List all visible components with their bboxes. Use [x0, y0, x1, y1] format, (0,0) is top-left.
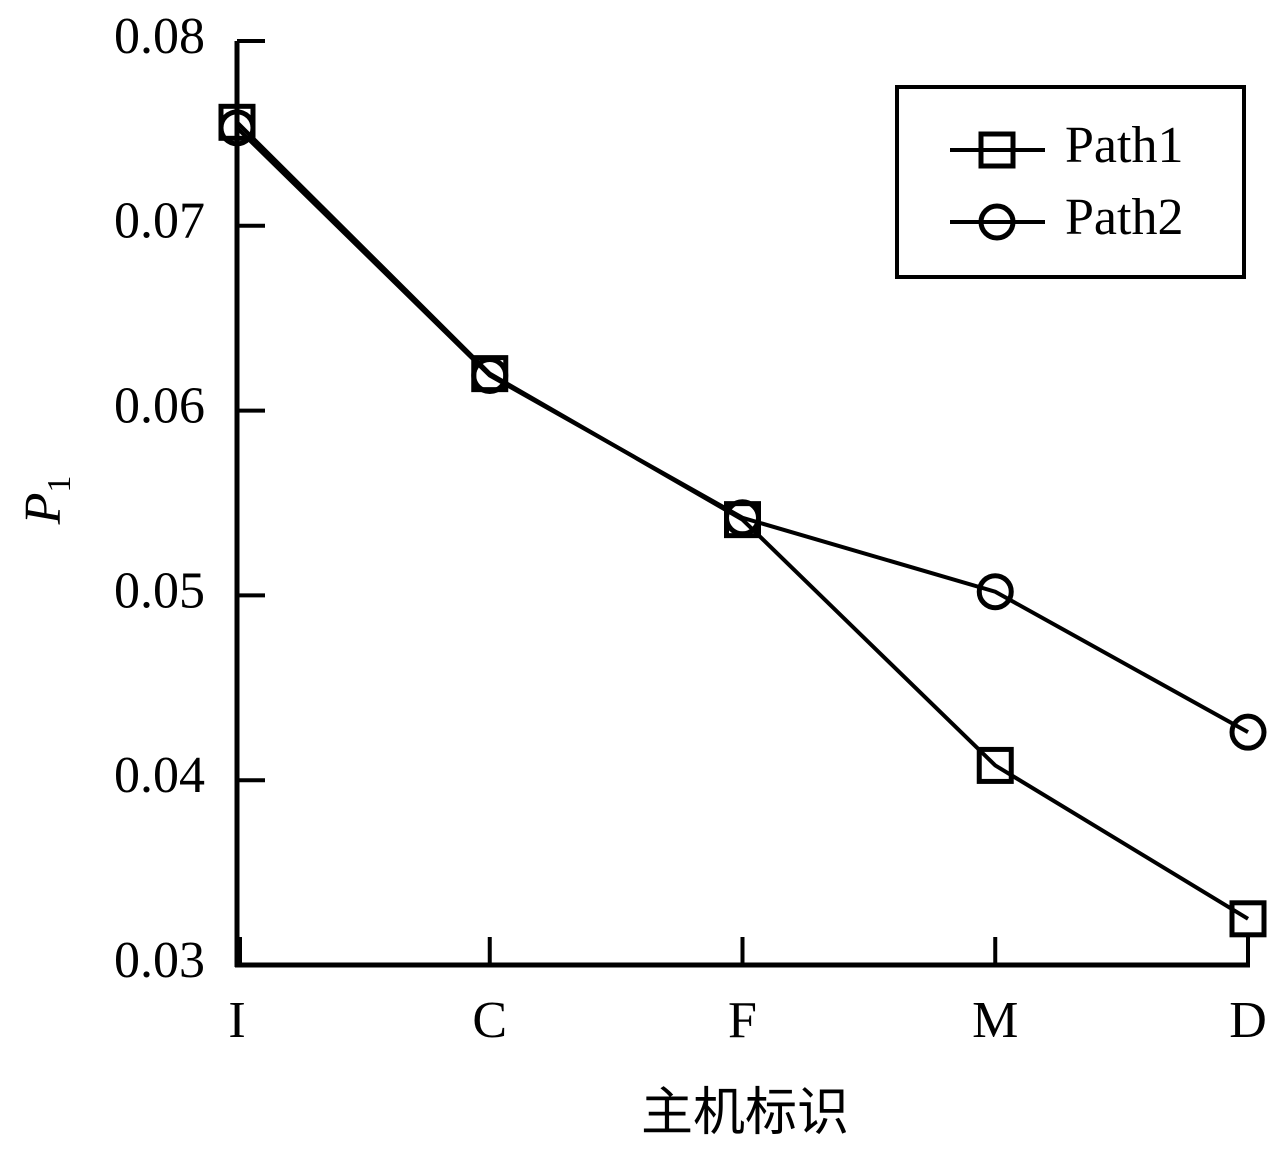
x-tick-label: F: [728, 992, 757, 1049]
data-point: [976, 746, 1014, 784]
x-tick-label: M: [972, 992, 1018, 1049]
legend-marker: [978, 131, 1016, 169]
data-point: [1229, 713, 1267, 751]
series-line: [235, 126, 1249, 734]
x-tick-label: D: [1229, 992, 1267, 1049]
data-point: [976, 573, 1014, 611]
data-point: [471, 356, 509, 394]
data-point: [1229, 900, 1267, 938]
y-tick-label: 0.05: [114, 562, 205, 619]
y-tick-label: 0.04: [114, 747, 205, 804]
data-point: [724, 499, 761, 537]
legend-label: Path2: [1065, 189, 1183, 246]
y-axis-label-main: P: [15, 493, 72, 526]
y-axis-label-subscript: 1: [41, 476, 78, 493]
y-tick-label: 0.07: [114, 193, 205, 250]
y-axis-label: P1: [15, 476, 78, 526]
y-tick-label: 0.08: [114, 8, 205, 65]
legend-box: [895, 85, 1246, 279]
legend-marker: [978, 203, 1016, 241]
y-tick-label: 0.06: [114, 378, 205, 435]
legend-label: Path1: [1065, 117, 1183, 174]
x-tick-label: I: [228, 992, 245, 1049]
x-tick-label: C: [472, 992, 507, 1049]
y-tick-label: 0.03: [114, 932, 205, 989]
data-point: [218, 109, 256, 147]
x-axis-label: 主机标识: [641, 1085, 849, 1142]
